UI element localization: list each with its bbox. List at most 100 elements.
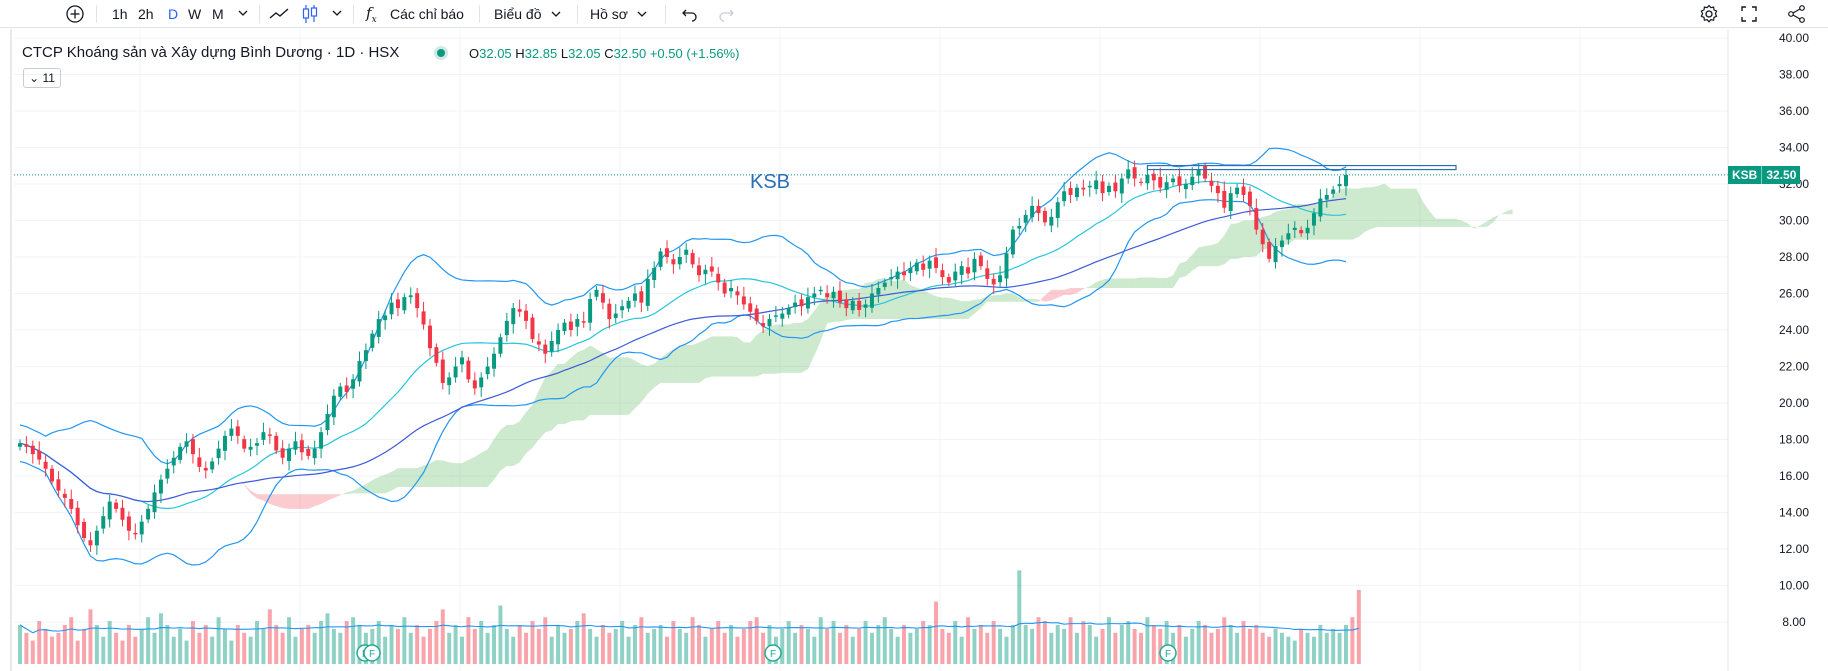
volume-bar [620, 621, 625, 664]
volume-bar [658, 625, 663, 664]
candle-body [171, 457, 176, 466]
candle-body [556, 330, 561, 345]
cloud-segment [1173, 263, 1180, 289]
toolbar-divider [259, 5, 260, 23]
cloud-segment [641, 364, 648, 403]
profile-menu-button[interactable]: Hồ sơ [590, 4, 652, 24]
cloud-segment [1243, 220, 1250, 257]
indicators-collapse-button[interactable]: ⌄ 11 [23, 68, 61, 88]
undo-button[interactable] [680, 4, 700, 29]
candle-body [607, 303, 612, 320]
redo-button[interactable] [716, 4, 736, 29]
cloud-segment [923, 290, 930, 320]
candle-body [1273, 246, 1278, 263]
volume-bar [882, 617, 887, 664]
interval-button-w[interactable]: W [188, 6, 202, 22]
volume-bar [671, 621, 676, 664]
cloud-segment [1410, 188, 1417, 227]
cloud-segment [385, 471, 392, 494]
volume-bar [43, 628, 48, 664]
cloud-segment [1000, 293, 1007, 302]
chart-style-dropdown-button[interactable] [330, 6, 344, 25]
fullscreen-button[interactable] [1738, 3, 1760, 30]
volume-bar [908, 632, 913, 664]
candle-body [831, 291, 836, 299]
volume-bar [1049, 632, 1054, 664]
interval-button-m[interactable]: M [212, 6, 224, 22]
candle-body [402, 297, 407, 311]
volume-bar [1254, 625, 1259, 664]
cloud-segment [955, 299, 962, 320]
volume-bar [517, 625, 522, 664]
candle-body [82, 521, 87, 539]
symbol-title[interactable]: CTCP Khoáng sản và Xây dựng Bình Dương ·… [22, 44, 400, 61]
last-price-symbol: KSB [1728, 165, 1763, 184]
candle-body [626, 300, 631, 309]
volume-bar [677, 628, 682, 664]
price-tick-label: 20.00 [1779, 396, 1809, 410]
interval-dropdown-button[interactable] [236, 6, 250, 25]
volume-bar [235, 625, 240, 664]
cloud-segment [295, 494, 302, 509]
cloud-segment [1179, 261, 1186, 278]
candle-body [978, 255, 983, 267]
cloud-segment [1057, 289, 1065, 298]
price-chart[interactable]: KSB40.0038.0036.0034.0032.0030.0028.0026… [0, 29, 1828, 671]
candle-body [152, 492, 157, 513]
candle-body [645, 278, 650, 306]
add-symbol-button[interactable] [64, 3, 86, 25]
price-tick-label: 22.00 [1779, 360, 1809, 374]
volume-bar [1260, 632, 1265, 664]
interval-button-1h[interactable]: 1h [112, 6, 128, 22]
candles-chart-button[interactable] [300, 3, 320, 30]
bollinger-basis-line [19, 180, 1347, 510]
share-button[interactable] [1786, 3, 1808, 30]
price-tick-label: 14.00 [1779, 506, 1809, 520]
cloud-segment [1205, 245, 1212, 267]
volume-bar [248, 636, 253, 664]
volume-bar [844, 625, 849, 664]
cloud-segment [1141, 277, 1148, 289]
candle-body [934, 257, 939, 268]
volume-bar [1267, 636, 1272, 664]
volume-bar [1337, 632, 1342, 664]
candle-body [1042, 211, 1047, 223]
candle-body [101, 516, 106, 529]
plus-circle-icon [66, 5, 84, 23]
volume-bar [299, 628, 304, 664]
cloud-segment [359, 484, 366, 494]
candle-body [248, 446, 253, 450]
cloud-segment [199, 448, 206, 452]
cloud-segment [519, 412, 527, 463]
volume-bar [639, 617, 644, 664]
cloud-segment [282, 494, 290, 509]
candle-body [408, 295, 413, 298]
line-chart-button[interactable] [268, 4, 292, 29]
candle-body [427, 325, 432, 349]
volume-bar [703, 636, 708, 664]
cloud-segment [1108, 277, 1116, 289]
cloud-segment [602, 352, 610, 415]
candle-body [120, 507, 125, 520]
fullscreen-icon [1741, 6, 1757, 22]
cloud-segment [353, 487, 360, 494]
candle-body [805, 297, 810, 309]
cloud-segment [340, 492, 347, 496]
volume-bar [306, 625, 311, 664]
price-axis: KSB40.0038.0036.0034.0032.0030.0028.0026… [14, 29, 1809, 671]
high-key: H [515, 46, 525, 61]
cloud-segment [769, 324, 776, 374]
candle-body [1106, 185, 1111, 193]
candle-body [575, 319, 580, 327]
left-border [10, 29, 12, 671]
interval-button-2h[interactable]: 2h [138, 6, 154, 22]
candle-body [1010, 229, 1015, 255]
candle-body [581, 321, 586, 323]
settings-button[interactable] [1698, 3, 1720, 30]
cloud-segment [468, 456, 475, 487]
volume-bar [953, 621, 958, 664]
chart-menu-button[interactable]: Biểu đồ [494, 4, 564, 24]
volume-bar [780, 628, 785, 664]
volume-bar [831, 621, 836, 664]
interval-button-d[interactable]: D [168, 6, 179, 22]
